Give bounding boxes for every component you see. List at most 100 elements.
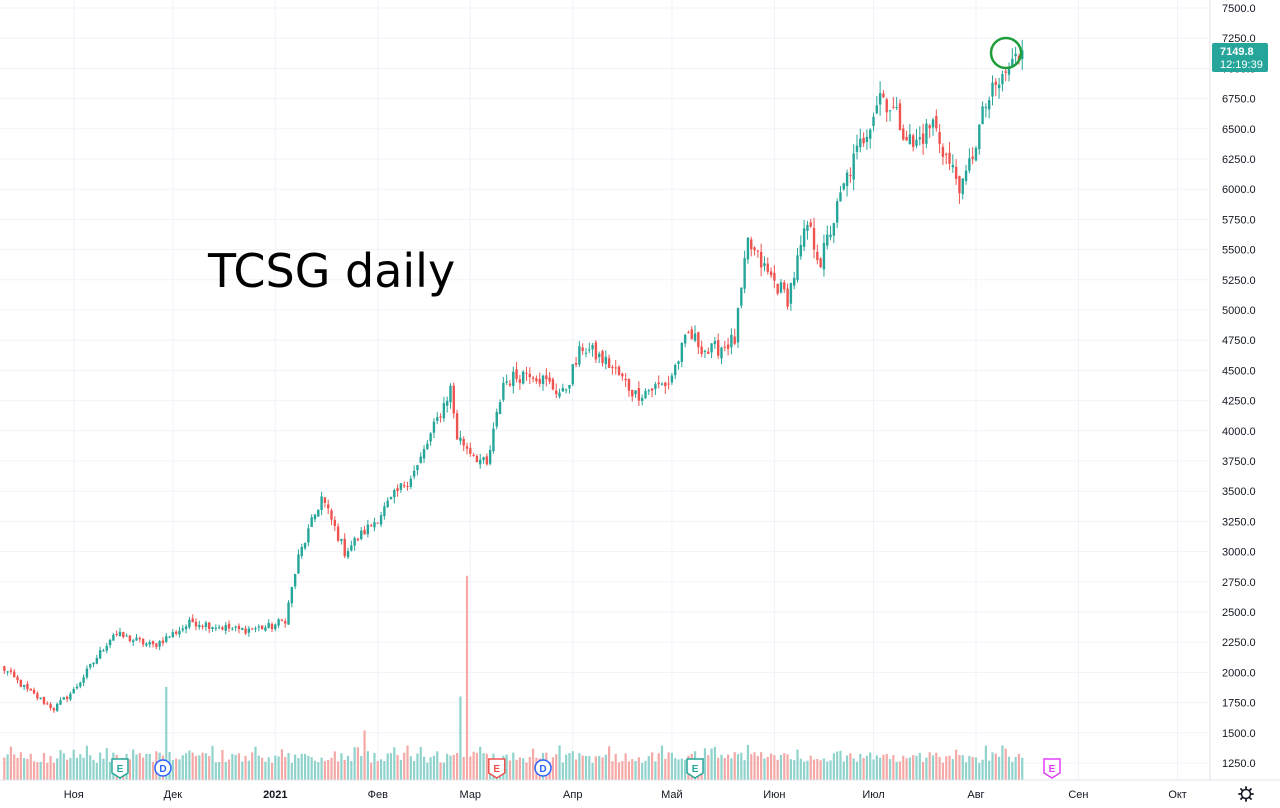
candle-body — [237, 625, 241, 630]
candle-body — [26, 683, 29, 690]
candle — [55, 702, 59, 713]
candle-body — [512, 371, 515, 387]
candle-body — [224, 625, 227, 631]
volume-bar — [479, 746, 482, 780]
volume-bar — [446, 753, 449, 780]
candle — [250, 627, 254, 630]
price-axis-labels[interactable]: 1250.0 1500.0 1750.0 2000.0 2250.0 2500.0 2750… — [1222, 3, 1256, 770]
candle-body — [442, 403, 446, 419]
candle — [921, 123, 925, 155]
volume-bar — [82, 757, 85, 780]
volume-bar — [366, 751, 369, 780]
candle-body — [211, 627, 214, 629]
volume-bar — [389, 753, 393, 780]
volume-bar — [469, 756, 472, 780]
candle-body — [165, 636, 168, 642]
candle — [191, 614, 194, 623]
candle-body — [911, 135, 915, 147]
volume-bar — [746, 744, 750, 780]
candle-body — [303, 542, 307, 549]
volume-bar — [290, 762, 293, 780]
candle — [713, 337, 717, 349]
earnings-marker[interactable]: E — [686, 758, 704, 779]
highlight-circle — [989, 36, 1023, 70]
settings-gear-icon[interactable] — [1238, 786, 1254, 802]
candle — [687, 330, 690, 334]
candle — [591, 343, 594, 357]
earnings-marker[interactable]: E — [1043, 758, 1061, 779]
candle-body — [769, 271, 773, 276]
volume-bar — [869, 752, 872, 780]
volume-bar — [52, 762, 55, 780]
candle-body — [340, 539, 343, 541]
candle-body — [69, 693, 72, 700]
volume-bar — [416, 753, 419, 780]
candle-body — [852, 153, 855, 180]
earnings-marker[interactable]: E — [111, 758, 129, 779]
candle — [763, 256, 766, 272]
candle-body — [55, 703, 59, 711]
dividend-marker[interactable]: D — [154, 759, 172, 777]
candle — [297, 549, 300, 574]
volume-bar — [555, 754, 558, 780]
time-axis-labels[interactable]: Ноя Дек 2021 Фев Мар Апр Май Июн Июл Авг Сен Окт — [64, 789, 1187, 801]
candle-body — [968, 158, 971, 171]
candle-body — [578, 346, 581, 365]
volume-bar — [452, 754, 455, 780]
time-tick-label: Июн — [763, 789, 785, 801]
candle-body — [155, 643, 158, 647]
candle-body — [594, 342, 598, 360]
candle-body — [307, 528, 310, 543]
volume-bar — [528, 756, 531, 780]
volume-bar — [948, 755, 951, 780]
candle-body — [832, 223, 836, 236]
candle-body — [330, 510, 333, 520]
candle — [882, 90, 885, 98]
candle-body — [816, 251, 819, 261]
volume-bar — [730, 758, 733, 780]
candle-body — [558, 392, 561, 397]
volume-bar — [865, 755, 869, 780]
volume-bar — [558, 745, 561, 780]
candles — [3, 39, 1024, 713]
candle-body — [247, 628, 251, 633]
volume-bar — [313, 760, 317, 780]
candle-body — [551, 379, 555, 390]
candle-body — [366, 524, 370, 535]
volume-bar — [803, 761, 806, 780]
price-tick-label: 6000.0 — [1222, 184, 1256, 196]
volume-bar — [921, 761, 925, 780]
candle-body — [360, 530, 363, 540]
candle — [445, 396, 449, 413]
candle — [49, 702, 52, 711]
svg-text:D: D — [159, 764, 166, 775]
candle — [878, 81, 882, 116]
volume-bar — [300, 753, 303, 780]
volume-bar — [882, 754, 885, 780]
volume-bar — [237, 753, 241, 780]
candle — [231, 627, 234, 631]
candle-body — [855, 145, 859, 152]
candle — [350, 540, 353, 552]
candle-body — [270, 623, 274, 630]
dividend-marker[interactable]: D — [534, 759, 552, 777]
candle-body — [3, 666, 6, 671]
candle-body — [571, 364, 574, 385]
price-tick-label: 6500.0 — [1222, 124, 1256, 136]
candle-body — [250, 628, 254, 630]
candle-body — [416, 465, 419, 471]
candle-body — [462, 438, 465, 446]
candle-body — [287, 602, 290, 625]
candle-body — [908, 134, 912, 145]
candle-body — [604, 356, 608, 365]
candle-body — [1001, 74, 1004, 85]
candle-body — [333, 519, 337, 527]
candle-body — [588, 349, 591, 351]
candle — [65, 695, 69, 703]
volume-bar — [1011, 761, 1014, 780]
earnings-marker[interactable]: E — [488, 758, 506, 779]
candle — [92, 662, 95, 668]
candle-body — [59, 700, 62, 705]
